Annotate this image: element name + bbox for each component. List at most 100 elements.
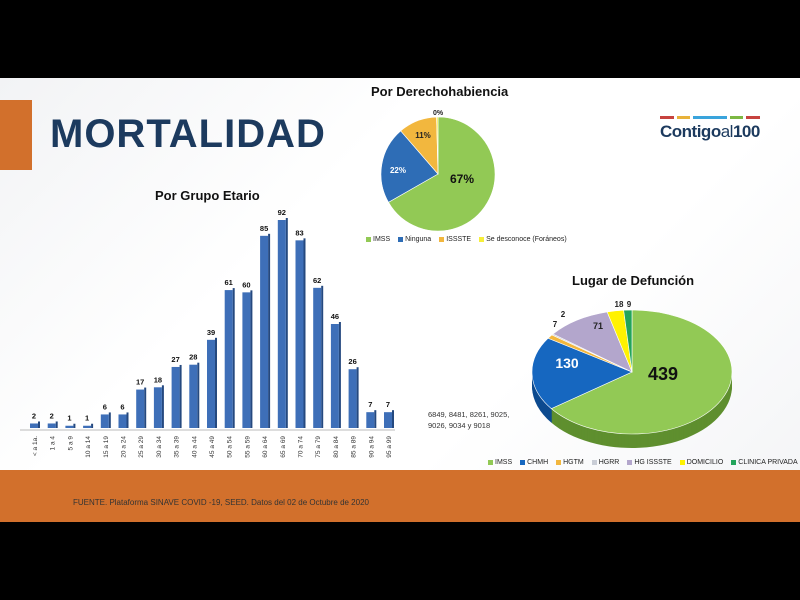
bar-category-label: 35 a 39 bbox=[174, 436, 181, 458]
bar-value-label: 2 bbox=[32, 411, 36, 420]
bar-side bbox=[338, 322, 341, 428]
bar-side bbox=[250, 290, 253, 428]
bar-side bbox=[91, 423, 94, 428]
legend-swatch bbox=[439, 237, 445, 242]
bar-side bbox=[303, 238, 306, 428]
contigo-al-100-logo: Contigoal100 bbox=[660, 116, 760, 142]
legend-swatch bbox=[520, 460, 526, 465]
pie-value-label: 67% bbox=[450, 172, 474, 186]
bar-side bbox=[126, 412, 129, 428]
bar-value-label: 1 bbox=[67, 414, 71, 423]
bar-category-label: 30 a 34 bbox=[156, 436, 163, 458]
bar-side bbox=[374, 410, 377, 428]
pie-slice-clinica-privada bbox=[623, 309, 633, 373]
bar-side bbox=[73, 423, 76, 428]
bar-value-label: 6 bbox=[120, 402, 124, 411]
page-title: MORTALIDAD bbox=[50, 112, 326, 156]
bar bbox=[366, 412, 375, 428]
bar-value-label: 18 bbox=[154, 375, 162, 384]
legend-item: CLINICA PRIVADA bbox=[731, 459, 798, 466]
bar-value-label: 61 bbox=[225, 278, 233, 287]
pie2-title: Lugar de Defunción bbox=[572, 273, 695, 288]
bar bbox=[260, 235, 269, 428]
bar-value-label: 7 bbox=[386, 400, 390, 409]
bar-category-label: 95 a 99 bbox=[386, 436, 393, 458]
bar-side bbox=[392, 410, 394, 428]
legend-label: HG ISSSTE bbox=[634, 459, 672, 466]
pie-value-label: 0% bbox=[433, 110, 444, 117]
legend-item: HGRR bbox=[591, 459, 619, 466]
bar-side bbox=[321, 285, 324, 428]
bar bbox=[348, 369, 357, 428]
legend-swatch bbox=[479, 237, 485, 242]
bar bbox=[330, 324, 339, 428]
legend-item: DOMICILIO bbox=[679, 459, 724, 466]
legend-label: Se desconoce (Foráneos) bbox=[486, 236, 567, 243]
bar-side bbox=[144, 387, 147, 428]
bar-side bbox=[356, 367, 359, 428]
bar-side bbox=[197, 362, 200, 428]
bar-side bbox=[55, 421, 58, 428]
legend-swatch bbox=[366, 237, 371, 242]
legend-label: IMSS bbox=[373, 236, 391, 243]
bar bbox=[118, 414, 127, 428]
bar-side bbox=[232, 288, 235, 428]
pie-slice-ninguna bbox=[380, 130, 439, 203]
legend-swatch bbox=[731, 460, 737, 465]
pie-slice-imss bbox=[388, 116, 496, 232]
legend-label: DOMICILIO bbox=[686, 459, 724, 466]
bar-category-label: 50 a 54 bbox=[227, 436, 234, 458]
bar-category-label: 10 a 14 bbox=[85, 436, 92, 458]
bar-category-label: 90 a 94 bbox=[368, 436, 375, 458]
bar-value-label: 60 bbox=[242, 280, 250, 289]
bar bbox=[189, 364, 198, 428]
legend-swatch bbox=[679, 460, 685, 465]
bar bbox=[277, 220, 286, 428]
bar-category-label: 25 a 29 bbox=[138, 436, 145, 458]
bar-value-label: 17 bbox=[136, 378, 144, 387]
legend-label: CLINICA PRIVADA bbox=[738, 459, 798, 466]
legend-item: HG ISSSTE bbox=[627, 459, 672, 466]
legend-label: IMSS bbox=[495, 459, 513, 466]
bar bbox=[242, 292, 251, 428]
pie-value-label: 2 bbox=[561, 310, 566, 319]
bar-category-label: 15 a 19 bbox=[103, 436, 110, 458]
pie-value-label: 7 bbox=[553, 320, 558, 329]
bar-category-label: 65 a 69 bbox=[280, 436, 287, 458]
bar bbox=[171, 366, 180, 428]
bar-value-label: 46 bbox=[331, 312, 339, 321]
bar-value-label: 27 bbox=[171, 355, 179, 364]
bar-category-label: 60 a 64 bbox=[262, 436, 269, 458]
legend-label: ISSSTE bbox=[446, 236, 472, 243]
bar-value-label: 62 bbox=[313, 276, 321, 285]
legend-item: ISSSTE bbox=[439, 236, 471, 243]
bar bbox=[295, 240, 304, 428]
pie-value-label: 9 bbox=[627, 300, 632, 309]
bar-side bbox=[38, 421, 40, 428]
bar-category-label: 1 a 4 bbox=[50, 436, 57, 451]
legend-label: HGTM bbox=[563, 459, 584, 466]
pie-slice-se-desconoce-for-neos- bbox=[436, 116, 439, 175]
bar-value-label: 92 bbox=[278, 208, 286, 217]
bar bbox=[224, 290, 233, 428]
bar-value-label: 6 bbox=[103, 402, 107, 411]
legend-item: CHMH bbox=[520, 459, 548, 466]
legend-swatch bbox=[556, 460, 562, 465]
bar-value-label: 83 bbox=[295, 228, 303, 237]
legend-label: CHMH bbox=[527, 459, 549, 466]
legend-swatch bbox=[591, 460, 597, 465]
bar-category-label: 80 a 84 bbox=[333, 436, 340, 458]
bar bbox=[313, 287, 322, 428]
bar-category-label: 20 a 24 bbox=[121, 436, 128, 458]
bar-category-label: 85 a 89 bbox=[351, 436, 358, 458]
bar-side bbox=[285, 218, 288, 428]
legend-item: IMSS bbox=[488, 459, 512, 466]
pie1-title: Por Derechohabiencia bbox=[371, 84, 509, 99]
legend-item: HGTM bbox=[556, 459, 584, 466]
legend-label: Ninguna bbox=[405, 236, 432, 243]
legend-item: Ninguna bbox=[398, 236, 431, 243]
pie-slice-chmh bbox=[531, 337, 633, 409]
legend-swatch bbox=[398, 237, 404, 242]
bar-category-label: 55 a 59 bbox=[244, 436, 251, 458]
bar bbox=[153, 387, 162, 428]
